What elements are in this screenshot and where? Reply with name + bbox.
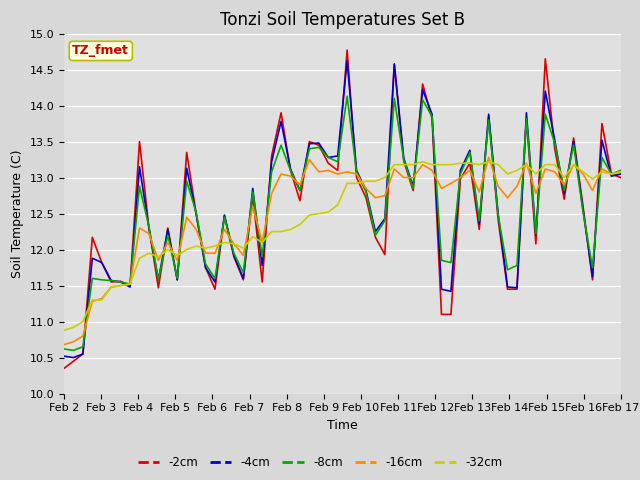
Text: TZ_fmet: TZ_fmet	[72, 44, 129, 58]
Title: Tonzi Soil Temperatures Set B: Tonzi Soil Temperatures Set B	[220, 11, 465, 29]
-2cm	[617, 175, 625, 180]
-4cm	[249, 186, 257, 192]
-2cm	[343, 47, 351, 53]
-16cm	[485, 155, 493, 160]
-4cm	[259, 263, 266, 268]
-8cm	[230, 251, 237, 256]
-16cm	[221, 227, 228, 232]
-2cm	[202, 265, 209, 271]
Legend: -2cm, -4cm, -8cm, -16cm, -32cm: -2cm, -4cm, -8cm, -16cm, -32cm	[133, 452, 507, 474]
-32cm	[202, 245, 209, 251]
Line: -8cm: -8cm	[64, 96, 621, 350]
Line: -32cm: -32cm	[64, 162, 621, 330]
-8cm	[259, 254, 266, 260]
-8cm	[428, 114, 436, 120]
-4cm	[617, 171, 625, 177]
-4cm	[343, 58, 351, 64]
-32cm	[239, 245, 247, 251]
-16cm	[154, 258, 162, 264]
-2cm	[60, 366, 68, 372]
-32cm	[617, 169, 625, 175]
-16cm	[617, 169, 625, 175]
-32cm	[221, 240, 228, 245]
-16cm	[410, 175, 417, 180]
-2cm	[154, 285, 162, 290]
-16cm	[249, 204, 257, 209]
-32cm	[410, 162, 417, 168]
Line: -16cm: -16cm	[64, 157, 621, 345]
Y-axis label: Soil Temperature (C): Soil Temperature (C)	[11, 149, 24, 278]
-32cm	[249, 234, 257, 240]
-8cm	[343, 93, 351, 99]
-16cm	[239, 252, 247, 258]
-32cm	[419, 159, 426, 165]
-4cm	[70, 355, 77, 360]
-4cm	[230, 252, 237, 258]
-4cm	[164, 227, 172, 232]
-8cm	[211, 276, 219, 281]
-8cm	[60, 346, 68, 352]
-4cm	[60, 353, 68, 359]
-2cm	[239, 277, 247, 283]
-2cm	[249, 193, 257, 199]
-2cm	[419, 81, 426, 87]
-8cm	[249, 189, 257, 195]
Line: -4cm: -4cm	[64, 61, 621, 358]
-4cm	[428, 111, 436, 117]
X-axis label: Time: Time	[327, 419, 358, 432]
-16cm	[202, 251, 209, 256]
-32cm	[60, 327, 68, 333]
-4cm	[211, 279, 219, 285]
-8cm	[164, 232, 172, 238]
-32cm	[154, 254, 162, 260]
-8cm	[617, 168, 625, 173]
Line: -2cm: -2cm	[64, 50, 621, 369]
-8cm	[70, 348, 77, 353]
-2cm	[221, 213, 228, 219]
-16cm	[60, 342, 68, 348]
